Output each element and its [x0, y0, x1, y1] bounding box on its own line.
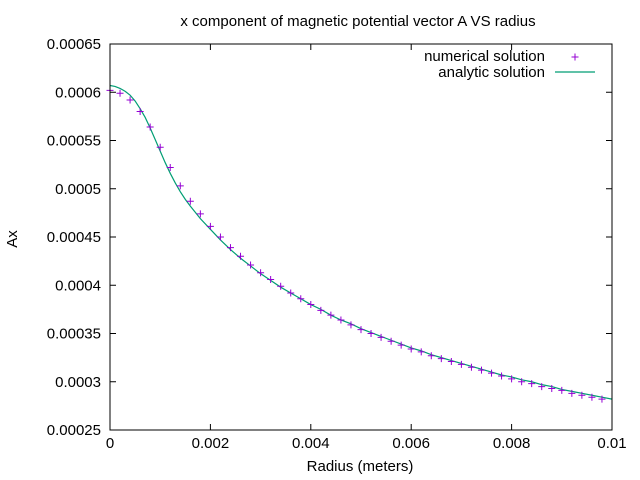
legend-marker-numerical — [571, 53, 579, 61]
data-point-numerical — [247, 261, 255, 269]
x-tick-label: 0 — [106, 435, 114, 452]
data-point-numerical — [417, 348, 425, 356]
x-tick-label: 0.004 — [292, 435, 330, 452]
x-tick-label: 0.01 — [597, 435, 626, 452]
data-point-numerical — [387, 337, 395, 345]
y-tick-label: 0.0006 — [55, 84, 101, 101]
data-point-numerical — [347, 321, 355, 329]
data-point-numerical — [297, 295, 305, 303]
data-point-numerical — [267, 275, 275, 283]
data-point-numerical — [126, 96, 134, 104]
legend-marker-plus — [571, 53, 579, 61]
legend: numerical solution analytic solution — [424, 48, 595, 81]
data-point-numerical — [488, 369, 496, 377]
data-point-numerical — [206, 222, 214, 230]
data-point-numerical — [407, 345, 415, 353]
x-axis-label: Radius (meters) — [307, 458, 414, 475]
data-point-numerical — [498, 372, 506, 380]
data-point-numerical — [538, 383, 546, 391]
data-point-numerical — [337, 316, 345, 324]
data-point-numerical — [508, 375, 516, 383]
data-point-numerical — [588, 393, 596, 401]
data-point-numerical — [327, 311, 335, 319]
data-point-numerical — [457, 360, 465, 368]
data-point-numerical — [437, 355, 445, 363]
data-point-numerical — [307, 301, 315, 309]
data-point-numerical — [287, 289, 295, 297]
data-point-numerical — [176, 182, 184, 190]
y-tick-label: 0.00025 — [47, 422, 101, 439]
data-point-numerical — [156, 143, 164, 151]
data-point-numerical — [367, 330, 375, 337]
series-line-analytic — [109, 84, 613, 400]
data-point-numerical — [397, 341, 405, 349]
chart-title: x component of magnetic potential vector… — [180, 13, 535, 30]
data-point-numerical — [558, 386, 566, 394]
data-point-numerical — [277, 282, 285, 290]
y-tick-label: 0.00065 — [47, 36, 101, 53]
data-point-numerical — [226, 244, 234, 252]
data-point-numerical — [317, 306, 325, 314]
data-point-numerical — [357, 326, 365, 334]
data-point-numerical — [467, 363, 475, 371]
plot-area — [106, 84, 613, 403]
data-point-numerical — [548, 385, 556, 393]
data-point-numerical — [427, 352, 435, 360]
data-point-numerical — [216, 233, 224, 241]
data-point-numerical — [578, 391, 586, 399]
data-point-numerical — [518, 378, 526, 386]
data-point-numerical — [598, 395, 606, 403]
plot-frame — [109, 43, 613, 431]
data-point-numerical — [528, 380, 536, 388]
data-point-numerical — [186, 197, 194, 205]
data-point-numerical — [257, 269, 265, 277]
y-tick-label: 0.0003 — [55, 374, 101, 391]
x-tick-label: 0.006 — [392, 435, 430, 452]
data-point-numerical — [237, 252, 245, 260]
data-point-numerical — [196, 210, 204, 218]
data-point-numerical — [447, 357, 455, 365]
y-tick-label: 0.0005 — [55, 181, 101, 198]
x-tick-label: 0.002 — [192, 435, 230, 452]
legend-label-numerical: numerical solution — [424, 48, 545, 65]
axis-ticks: 0 0.002 0.004 0.006 0.008 0.01 0.00025 0.0003 0.… — [47, 36, 627, 452]
data-point-numerical — [116, 89, 124, 97]
data-point-numerical — [477, 366, 485, 374]
y-tick-label: 0.00055 — [47, 133, 101, 150]
data-point-numerical — [166, 164, 174, 172]
data-point-numerical — [136, 108, 144, 116]
data-point-numerical — [146, 123, 154, 131]
data-point-numerical — [377, 333, 385, 341]
y-tick-label: 0.0004 — [55, 277, 101, 294]
legend-label-analytic: analytic solution — [438, 64, 545, 81]
y-tick-label: 0.00035 — [47, 326, 101, 343]
x-tick-label: 0.008 — [493, 435, 531, 452]
y-tick-label: 0.00045 — [47, 229, 101, 246]
data-point-numerical — [568, 389, 576, 397]
y-axis-label: Ax — [4, 230, 21, 248]
